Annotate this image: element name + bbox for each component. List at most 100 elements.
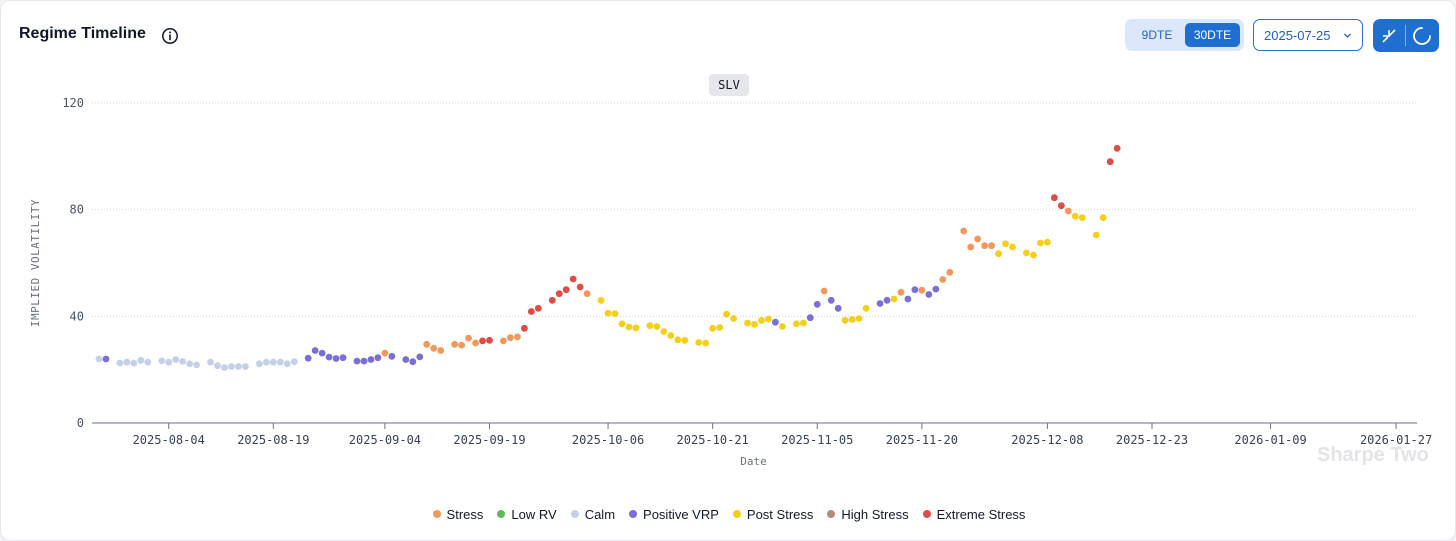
x-tick-label: 2025-11-05 xyxy=(781,433,853,447)
data-point xyxy=(269,358,277,366)
info-icon[interactable] xyxy=(161,27,179,45)
data-point xyxy=(583,290,591,298)
collapse-icon[interactable] xyxy=(1380,27,1398,45)
data-point xyxy=(548,296,556,304)
data-point xyxy=(562,286,570,294)
data-point xyxy=(1009,243,1016,251)
data-point xyxy=(1002,240,1009,248)
toggle-9dte-button[interactable]: 9DTE xyxy=(1141,28,1173,42)
legend-item[interactable]: Low RV xyxy=(497,507,557,522)
data-point xyxy=(527,308,535,315)
data-point xyxy=(130,359,138,367)
data-point xyxy=(841,316,849,324)
data-point xyxy=(186,360,194,368)
legend-item[interactable]: Stress xyxy=(432,507,483,522)
data-point xyxy=(116,359,124,367)
legend-item[interactable]: Calm xyxy=(570,507,616,522)
data-point xyxy=(883,296,891,304)
data-point xyxy=(479,337,486,345)
data-point xyxy=(402,356,410,363)
data-point xyxy=(374,354,382,362)
data-point xyxy=(946,268,954,276)
data-point xyxy=(95,355,103,363)
data-point xyxy=(465,334,472,342)
x-axis-title: Date xyxy=(740,455,767,468)
ticker-label: SLV xyxy=(709,74,749,96)
data-point xyxy=(283,360,291,368)
data-point xyxy=(1099,214,1107,222)
legend-item[interactable]: Post Stress xyxy=(732,507,814,522)
data-point xyxy=(555,290,563,298)
data-point xyxy=(221,364,228,371)
x-tick-label: 2025-12-23 xyxy=(1116,433,1188,447)
data-point xyxy=(228,363,235,370)
legend-label: Post Stress xyxy=(746,507,814,522)
regime-chart: 0 40 80 120 2025-08-04 2025-08-19 2025-09-04 20… xyxy=(29,96,1432,468)
data-point xyxy=(932,285,940,293)
data-point xyxy=(674,336,682,344)
data-point xyxy=(318,349,326,357)
data-point xyxy=(897,288,905,296)
legend-label: Calm xyxy=(584,507,616,522)
data-point xyxy=(172,356,180,363)
legend-item[interactable]: Extreme Stress xyxy=(922,507,1025,522)
data-point xyxy=(806,314,814,322)
date-select-value: 2025-07-25 xyxy=(1264,28,1331,43)
data-point xyxy=(751,320,758,328)
data-point xyxy=(988,242,996,250)
data-point xyxy=(792,320,800,328)
data-point xyxy=(981,242,989,250)
data-point xyxy=(1023,249,1030,257)
data-point xyxy=(618,320,626,328)
x-tick-label: 2026-01-27 xyxy=(1360,433,1432,447)
legend-item[interactable]: Positive VRP xyxy=(629,507,719,522)
data-point xyxy=(367,356,375,363)
x-tick-label: 2025-09-04 xyxy=(349,433,421,447)
data-point xyxy=(513,333,521,341)
data-point xyxy=(381,349,389,357)
data-point xyxy=(1113,144,1121,152)
legend-label: Positive VRP xyxy=(643,507,719,522)
x-tick-label: 2025-08-19 xyxy=(237,433,309,447)
legend-swatch xyxy=(922,510,931,518)
data-point xyxy=(137,356,145,364)
data-point xyxy=(918,286,926,294)
data-point xyxy=(437,347,445,354)
data-point xyxy=(799,319,807,327)
date-select[interactable]: 2025-07-25 xyxy=(1253,19,1363,51)
legend-label: Low RV xyxy=(511,507,557,522)
data-point xyxy=(827,296,835,304)
data-point xyxy=(758,316,765,324)
dte-toggle: 9DTE 30DTE xyxy=(1125,19,1244,51)
data-point xyxy=(974,235,982,243)
loading-spinner-icon[interactable] xyxy=(1411,25,1433,47)
data-point xyxy=(451,340,459,348)
data-point xyxy=(939,276,947,283)
data-point xyxy=(123,358,131,366)
toggle-30dte-button[interactable]: 30DTE xyxy=(1185,23,1240,47)
data-point xyxy=(276,358,284,366)
data-point xyxy=(255,360,263,368)
data-point xyxy=(304,354,312,362)
data-point xyxy=(848,316,856,323)
data-point xyxy=(500,337,507,345)
data-point xyxy=(193,361,201,369)
legend-item[interactable]: High Stress xyxy=(827,507,909,522)
data-point xyxy=(646,322,654,330)
data-point xyxy=(709,324,717,332)
data-point xyxy=(1057,202,1065,210)
data-point xyxy=(695,339,703,346)
data-point xyxy=(311,347,319,354)
data-point xyxy=(653,323,661,330)
data-point xyxy=(632,324,640,332)
x-tick-label: 2025-10-21 xyxy=(677,433,749,447)
data-point xyxy=(813,300,821,308)
y-tick-label: 80 xyxy=(70,203,84,217)
data-point xyxy=(458,341,466,349)
data-point xyxy=(625,323,633,331)
data-point xyxy=(995,250,1002,258)
data-point xyxy=(165,358,173,366)
data-point xyxy=(388,352,396,360)
data-point xyxy=(855,315,863,322)
